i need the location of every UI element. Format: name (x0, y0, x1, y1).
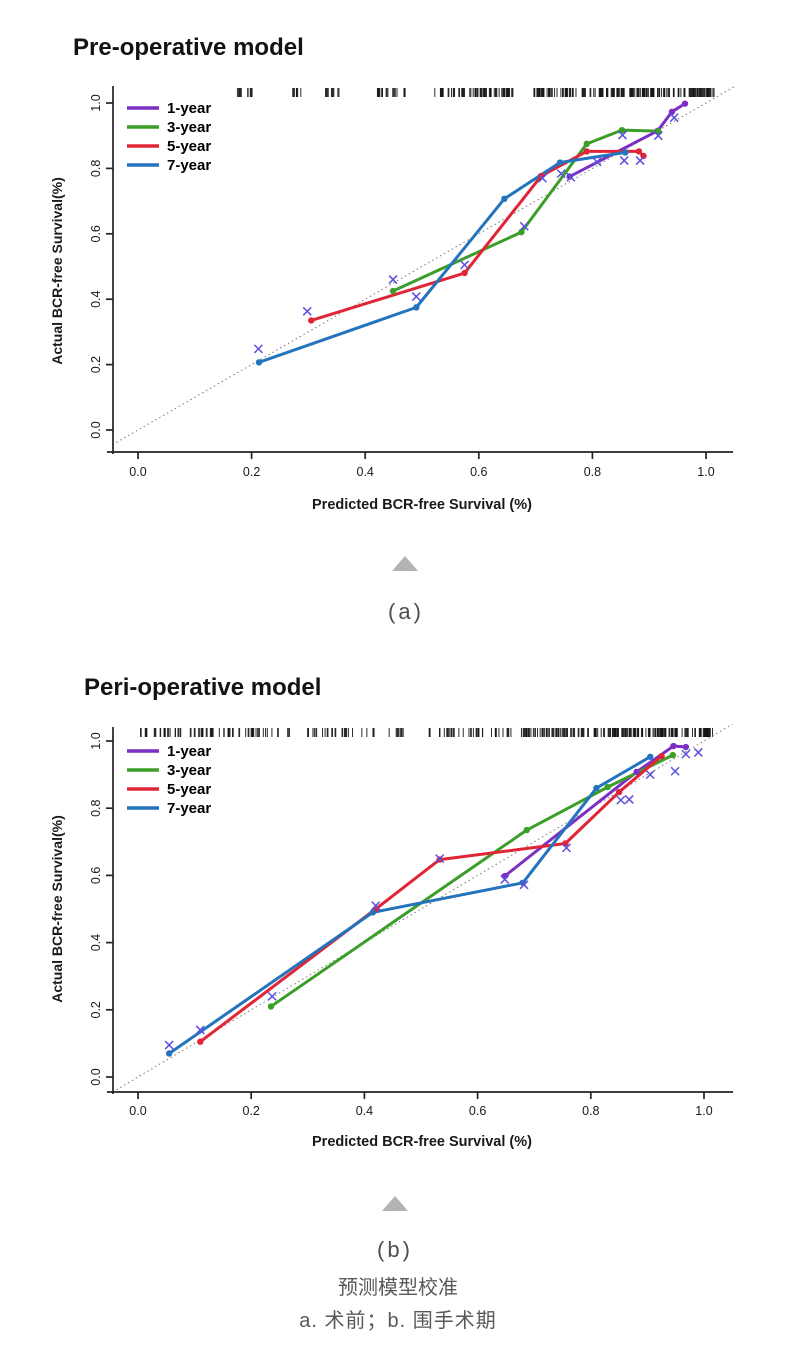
svg-text:1.0: 1.0 (697, 465, 714, 479)
figure-a-title: Pre-operative model (73, 34, 304, 61)
svg-text:0.0: 0.0 (129, 1104, 146, 1118)
series-lines (167, 744, 688, 1055)
svg-text:5-year: 5-year (167, 781, 211, 798)
svg-text:0.8: 0.8 (89, 799, 103, 816)
triangle-up-icon (392, 556, 418, 571)
svg-text:0.4: 0.4 (89, 290, 103, 307)
svg-text:3-year: 3-year (167, 762, 211, 779)
svg-text:0.4: 0.4 (357, 465, 374, 479)
svg-text:7-year: 7-year (167, 800, 211, 817)
svg-text:0.4: 0.4 (89, 934, 103, 951)
bias-corrected-x-markers (164, 747, 703, 1050)
svg-text:0.6: 0.6 (469, 1104, 486, 1118)
svg-text:0.0: 0.0 (89, 1068, 103, 1085)
identity-reference-line (112, 723, 733, 1093)
svg-text:1-year: 1-year (167, 100, 211, 117)
svg-text:0.2: 0.2 (89, 1001, 103, 1018)
svg-text:1.0: 1.0 (89, 732, 103, 749)
svg-text:0.0: 0.0 (129, 465, 146, 479)
svg-text:0.8: 0.8 (584, 465, 601, 479)
svg-text:0.2: 0.2 (243, 465, 260, 479)
figure-a-panel-label: (a) (388, 599, 424, 624)
legend: 1-year 3-year 5-year 7-year (127, 743, 211, 817)
svg-text:0.4: 0.4 (356, 1104, 373, 1118)
figure-caption-subtitle: a. 术前；b. 围手术期 (299, 1310, 497, 1332)
figure-b-y-axis-label: Actual BCR-free Survival(%) (49, 815, 65, 1003)
triangle-up-icon (382, 1196, 408, 1211)
figure-a-y-axis-label: Actual BCR-free Survival(%) (49, 177, 65, 365)
svg-text:0.8: 0.8 (89, 160, 103, 177)
svg-text:0.2: 0.2 (243, 1104, 260, 1118)
svg-text:0.6: 0.6 (470, 465, 487, 479)
axes: 0.0 0.0 0.2 0.2 0.4 0.4 0.6 0.6 0.8 0.8 1.0 1.0 (89, 86, 733, 479)
bias-corrected-x-markers (253, 113, 679, 354)
svg-text:0.6: 0.6 (89, 867, 103, 884)
svg-text:0.0: 0.0 (89, 421, 103, 438)
figure-b-title: Peri-operative model (84, 674, 322, 701)
figure-caption-title: 预测模型校准 (338, 1277, 458, 1299)
calibration-plot-a: 0.0 0.0 0.2 0.2 0.4 0.4 0.6 0.6 0.8 0.8 1.0 1.0 1-ye… (89, 86, 735, 479)
svg-text:7-year: 7-year (167, 157, 211, 174)
svg-text:0.2: 0.2 (89, 356, 103, 373)
svg-text:1-year: 1-year (167, 743, 211, 760)
rug-ticks (139, 728, 714, 737)
figure-a-x-axis-label: Predicted BCR-free Survival (%) (312, 497, 532, 513)
svg-text:1.0: 1.0 (695, 1104, 712, 1118)
svg-text:3-year: 3-year (167, 119, 211, 136)
series-points (255, 100, 689, 366)
legend: 1-year 3-year 5-year 7-year (127, 100, 211, 174)
rug-ticks (236, 88, 715, 97)
series-lines (257, 102, 687, 364)
svg-text:5-year: 5-year (167, 138, 211, 155)
svg-text:1.0: 1.0 (89, 94, 103, 111)
axes: 0.0 0.0 0.2 0.2 0.4 0.4 0.6 0.6 0.8 0.8 1.0 1.0 (89, 727, 733, 1118)
figure-b-panel-label: (b) (377, 1237, 413, 1262)
svg-text:0.6: 0.6 (89, 225, 103, 242)
figure-b-x-axis-label: Predicted BCR-free Survival (%) (312, 1134, 532, 1150)
svg-text:0.8: 0.8 (582, 1104, 599, 1118)
calibration-plot-b: 0.0 0.0 0.2 0.2 0.4 0.4 0.6 0.6 0.8 0.8 1.0 1.0 1-ye… (89, 723, 733, 1118)
